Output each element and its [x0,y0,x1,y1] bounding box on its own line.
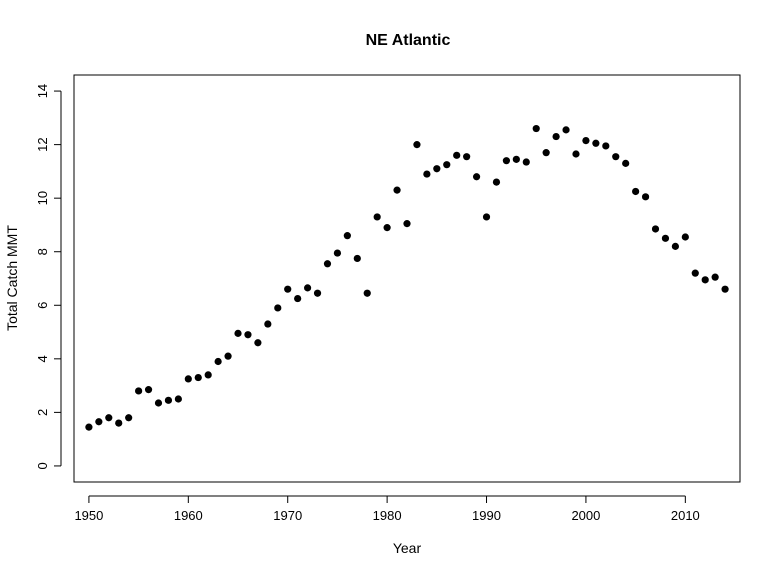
data-point [214,357,222,366]
data-point [522,158,530,166]
data-point [721,285,729,293]
data-point [572,150,580,158]
data-point [443,161,451,169]
data-point [135,387,143,395]
data-point [562,126,570,134]
data-point [453,151,461,159]
y-tick-label: 0 [35,462,50,469]
data-point [463,153,471,161]
data-point [542,149,550,157]
x-tick-label: 1970 [273,508,302,523]
data-point [144,386,153,394]
data-point [353,254,361,263]
data-point [482,213,491,221]
data-point [125,414,133,422]
data-point [174,395,182,403]
y-tick-label: 8 [35,248,50,255]
data-point [154,399,163,407]
data-point [383,224,391,232]
data-point [323,260,332,268]
y-tick-label: 14 [35,84,50,98]
data-point [641,193,650,201]
chart-title: NE Atlantic [366,32,451,49]
data-point [303,284,312,292]
data-point [423,170,431,178]
data-point [194,373,202,382]
data-point [701,276,709,284]
x-tick-label: 1990 [472,508,501,523]
data-point [661,234,670,242]
x-tick-label: 1980 [373,508,402,523]
data-point [433,165,441,173]
data-point [274,304,282,312]
data-point [472,173,481,181]
data-point [184,375,192,383]
y-tick-label: 2 [35,409,50,416]
data-point [632,187,640,196]
data-point [333,249,342,257]
data-point [105,414,113,422]
data-point [373,213,381,221]
data-point [254,339,262,347]
data-point [115,419,123,427]
data-point [711,273,719,281]
data-point [582,137,590,145]
data-point [343,232,351,240]
x-axis: 1950 1960 1970 1980 1990 2000 2010 [74,495,700,523]
data-point [592,139,600,147]
data-point [234,329,242,337]
x-axis-label: Year [393,540,422,556]
data-point [244,331,252,339]
data-point [651,225,660,233]
data-point [95,418,103,426]
y-axis: 0 2 4 6 8 10 12 14 [35,84,62,470]
data-point [552,132,560,141]
data-point [224,352,232,360]
data-point [313,289,322,297]
y-tick-label: 12 [35,137,50,151]
x-tick-label: 2010 [671,508,700,523]
data-point [204,371,212,379]
x-tick-label: 2000 [571,508,600,523]
x-tick-label: 1960 [174,508,203,523]
data-point [284,285,292,293]
data-point [602,142,610,150]
y-tick-label: 6 [35,302,50,309]
data-point [363,289,371,297]
data-point [403,220,411,228]
plot-frame [73,74,741,483]
data-point [294,294,302,303]
data-point [532,124,540,133]
y-tick-label: 4 [35,355,50,362]
data-points [85,124,729,431]
x-tick-label: 1950 [74,508,103,523]
data-point [492,178,501,186]
data-point [393,186,401,194]
data-point [164,396,173,404]
data-point [502,157,511,165]
y-tick-label: 10 [35,191,50,205]
data-point [85,423,93,431]
data-point [622,159,630,167]
data-point [512,155,520,163]
data-point [691,269,699,277]
data-point [264,320,272,328]
data-point [612,153,620,161]
data-point [413,141,421,149]
y-axis-label: Total Catch MMT [4,225,20,331]
data-point [681,233,689,241]
data-point [671,242,679,250]
